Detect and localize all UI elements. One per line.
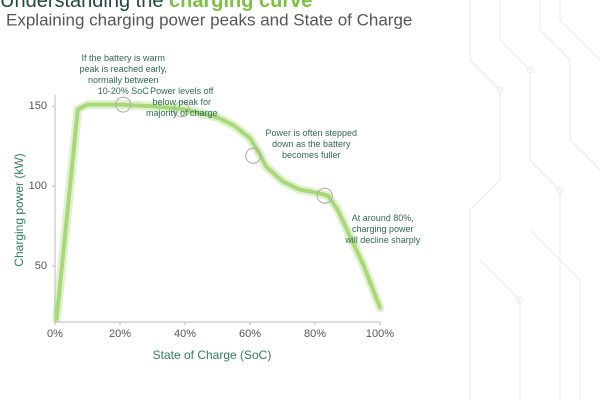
line (54, 102, 382, 321)
chart-title: Understanding the charging curve (0, 0, 312, 12)
annotation-text: At around 80%, (352, 213, 414, 223)
chart-subtitle: Explaining charging power peaks and Stat… (6, 10, 412, 29)
x-tick-label: 40% (174, 328, 196, 340)
x-axis-label: State of Charge (SoC) (153, 348, 272, 362)
annotation-text: below peak for (152, 97, 211, 107)
background-circuit (469, 0, 600, 400)
y-tick-label: 100 (29, 180, 47, 192)
y-tick-label: 50 (35, 260, 47, 272)
x-tick-label: 60% (239, 328, 261, 340)
y-axis-label: Charging power (kW) (12, 153, 26, 266)
annotation-text: down as the battery (272, 139, 351, 149)
annotation-text: will decline sharply (344, 235, 421, 245)
x-tick-label: 0% (47, 328, 63, 340)
annotation-text: majority of charge (146, 108, 218, 118)
annotation-text: normally between (88, 75, 159, 85)
annotation-text: charging power (352, 224, 414, 234)
x-tick-label: 80% (304, 328, 326, 340)
annotation-text: Power levels off (150, 86, 214, 96)
y-tick-label: 150 (29, 100, 47, 112)
annotation-text: becomes fuller (282, 150, 341, 160)
x-tick-label: 100% (366, 328, 394, 340)
annotation-text: 10-20% SoC (98, 86, 150, 96)
annotation-text: Power is often stepped (265, 128, 357, 138)
annotation-marker (115, 96, 132, 113)
annotation-marker (173, 101, 190, 118)
annotation-marker (245, 147, 262, 164)
annotation-text: If the battery is warm (81, 53, 165, 63)
annotation-marker (316, 187, 333, 204)
title-text: Understanding the (0, 0, 163, 12)
x-tick-label: 20% (109, 328, 131, 340)
annotation-text: peak is reached early, (80, 64, 167, 74)
title-highlight: charging curve (169, 0, 312, 12)
